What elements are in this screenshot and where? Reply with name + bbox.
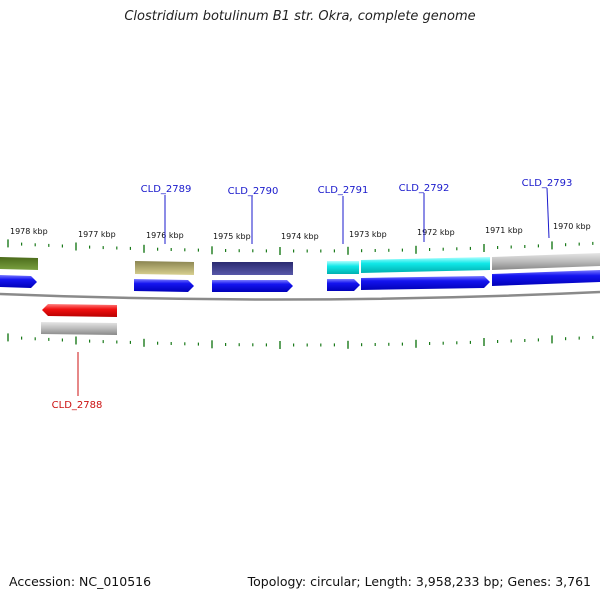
gene-label-cld-2791: CLD_2791 — [318, 185, 369, 196]
kbp-labels: 1978 kbp 1977 kbp 1976 kbp 1975 kbp 1974… — [10, 222, 591, 241]
gene-label-cld-2788: CLD_2788 — [52, 400, 103, 411]
cds-arrow-forward — [212, 280, 293, 292]
gene-label-cld-2793: CLD_2793 — [522, 178, 573, 189]
feature-khaki — [135, 261, 194, 275]
kbp-label: 1977 kbp — [78, 230, 116, 239]
cds-arrow-forward — [134, 279, 194, 292]
gene-label-cld-2790: CLD_2790 — [228, 186, 279, 197]
kbp-label: 1973 kbp — [349, 230, 387, 239]
cog-feature-bars — [0, 253, 600, 275]
forward-cds-arrows — [0, 270, 600, 292]
genome-backbone — [0, 290, 600, 301]
gene-label-cld-2789: CLD_2789 — [141, 184, 192, 195]
cds-arrow-forward — [0, 275, 37, 288]
kbp-label: 1970 kbp — [553, 222, 591, 231]
map-title: Clostridium botulinum B1 str. Okra, comp… — [124, 9, 476, 24]
kbp-label: 1978 kbp — [10, 227, 48, 236]
kbp-label: 1971 kbp — [485, 226, 523, 235]
cds-arrow-forward — [327, 279, 360, 291]
gene-labels: CLD_2789 CLD_2790 CLD_2791 CLD_2792 CLD_… — [52, 178, 573, 411]
feature-olive — [0, 257, 38, 270]
scale-ticks-top — [7, 239, 594, 255]
feature-cyan-small — [327, 261, 359, 274]
feature-slate — [212, 262, 293, 275]
cds-arrow-forward — [361, 276, 490, 290]
kbp-label: 1975 kbp — [213, 232, 251, 241]
feature-gray-reverse — [41, 322, 117, 335]
scale-ticks-bottom — [7, 333, 594, 349]
reverse-cds — [41, 304, 117, 335]
feature-cyan-large — [361, 257, 490, 273]
cds-arrow-forward — [492, 270, 600, 286]
feature-gray-right — [492, 253, 600, 270]
kbp-label: 1972 kbp — [417, 228, 455, 237]
gene-callouts — [77, 187, 550, 396]
gene-label-cld-2792: CLD_2792 — [399, 183, 450, 194]
accession-text: Accession: NC_010516 — [9, 574, 152, 589]
cds-arrow-reverse — [42, 304, 117, 317]
kbp-label: 1974 kbp — [281, 232, 319, 241]
genome-summary-text: Topology: circular; Length: 3,958,233 bp… — [247, 574, 591, 589]
